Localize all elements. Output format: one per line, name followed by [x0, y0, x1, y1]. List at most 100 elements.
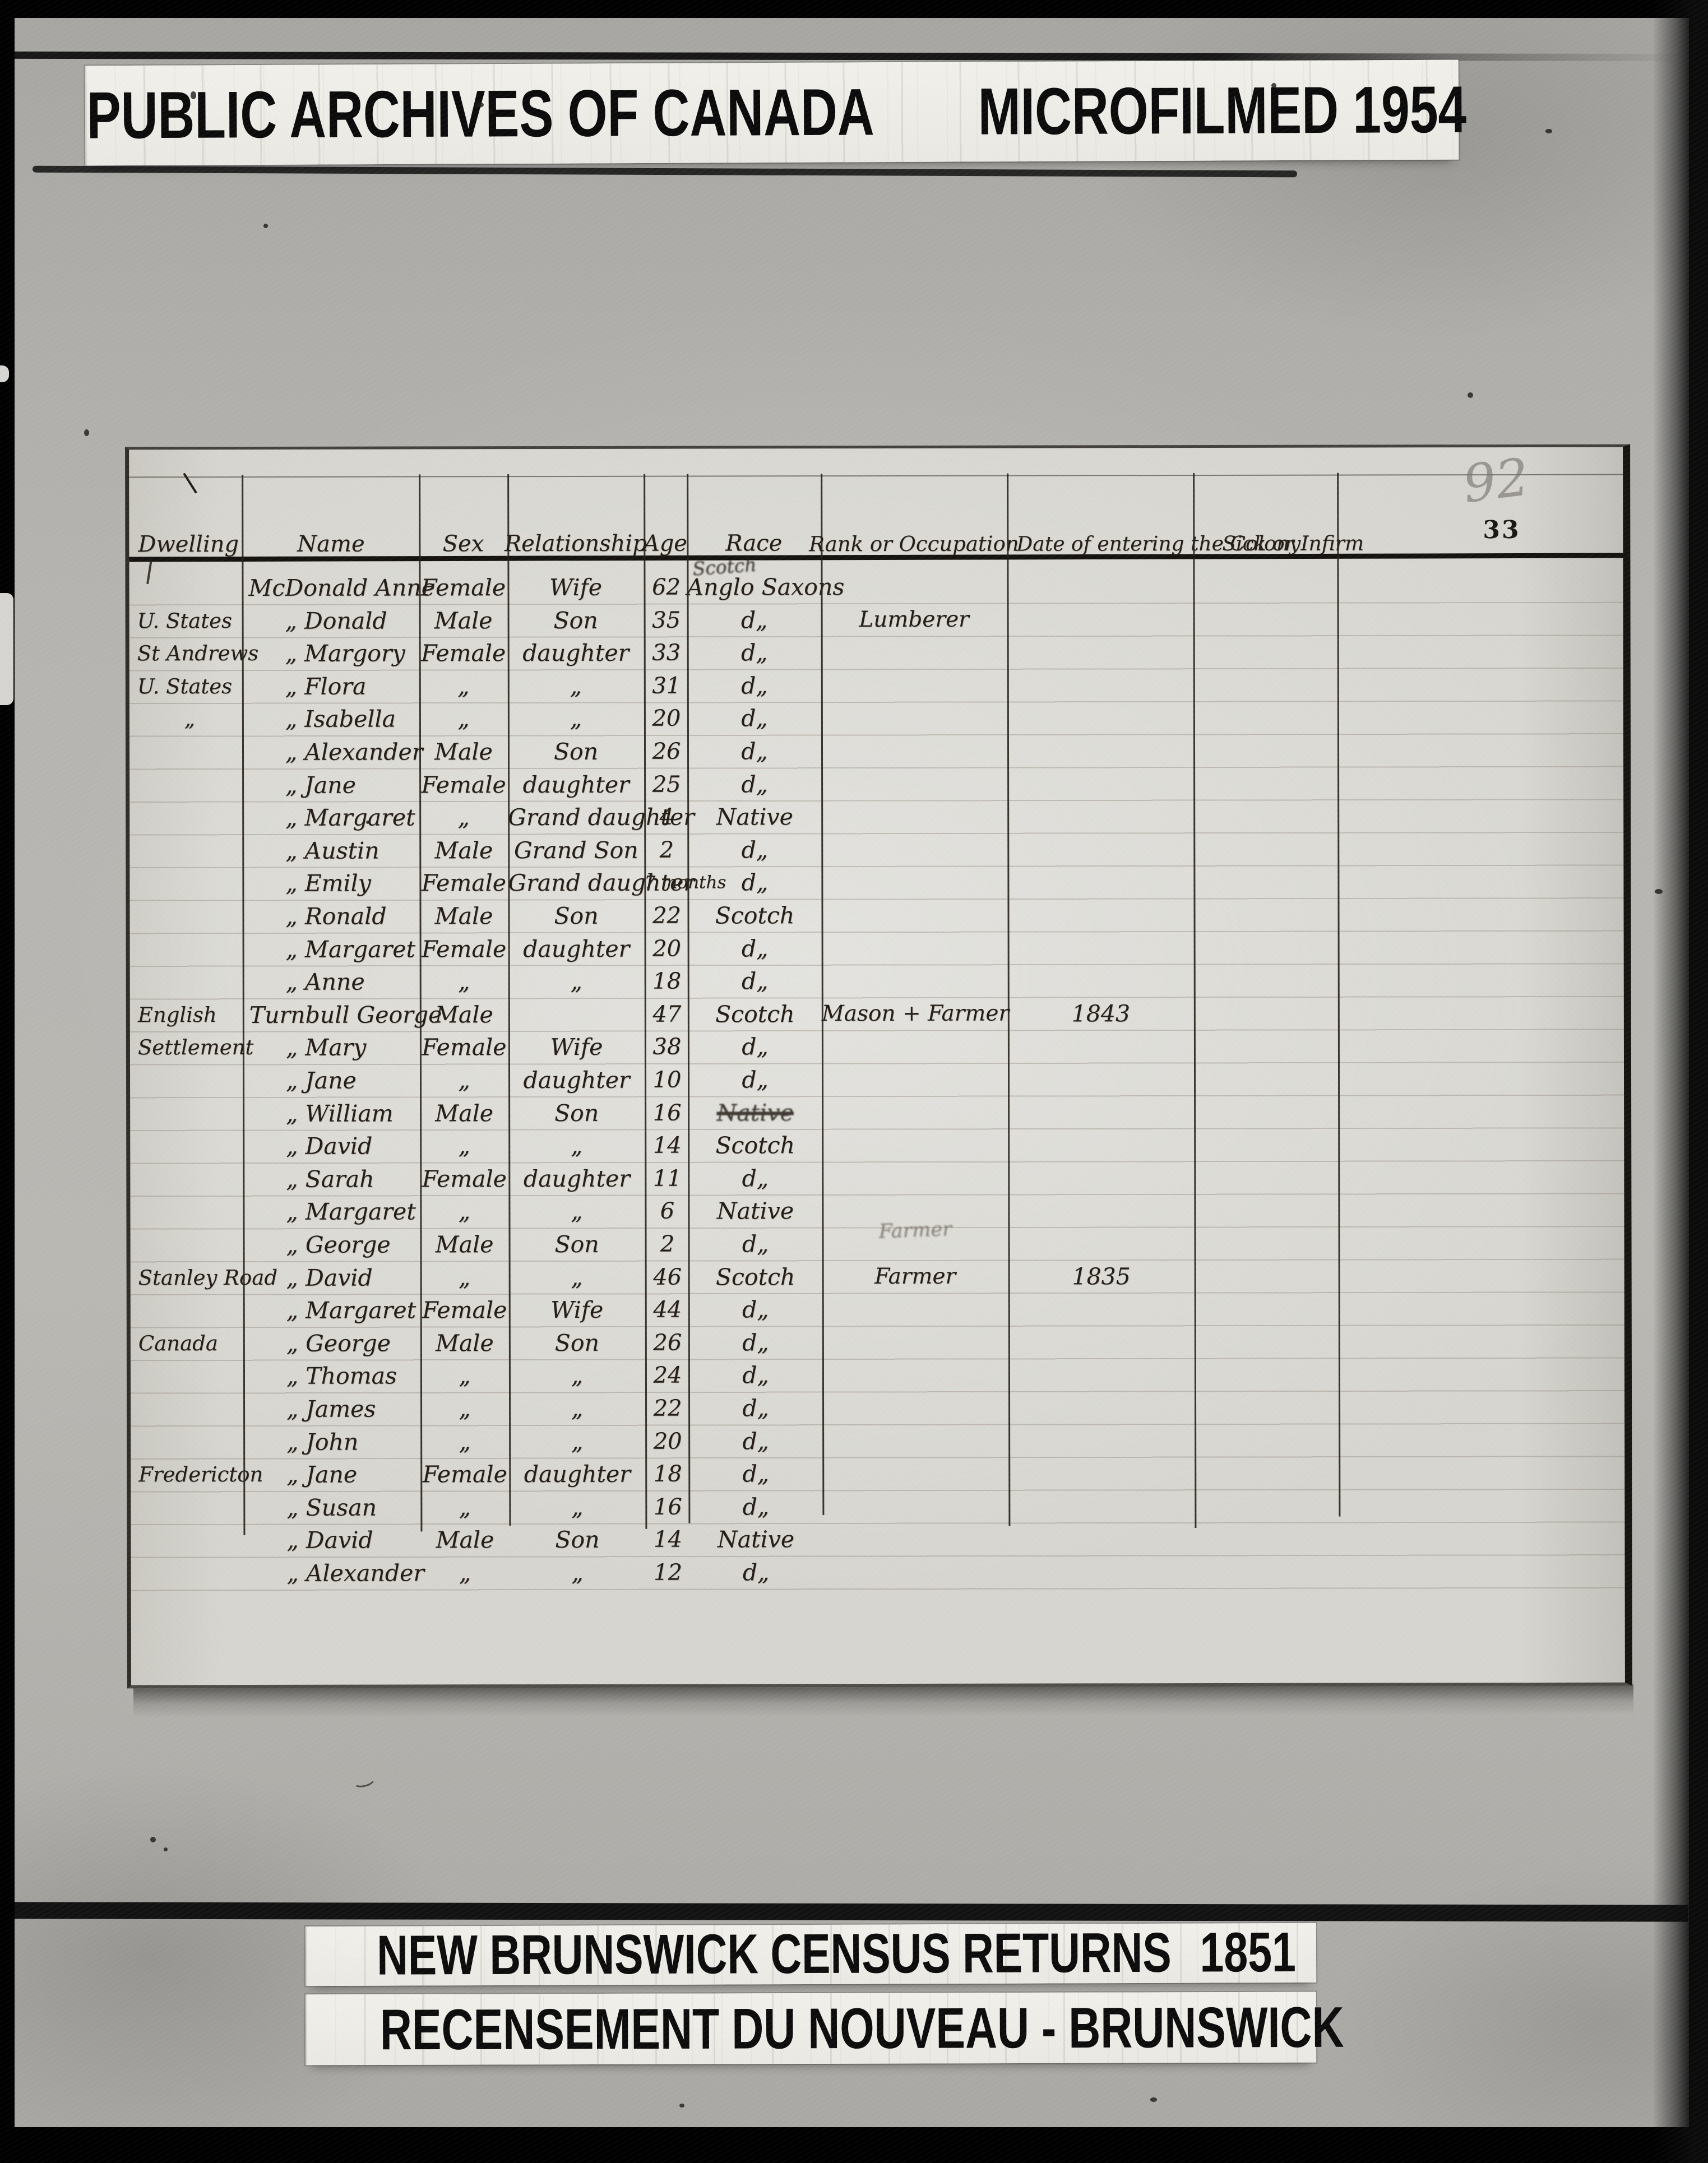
cell-name: „ David — [286, 1264, 373, 1291]
cell-sex: Male — [436, 1526, 494, 1554]
cell-age: 38 — [652, 1034, 682, 1060]
cell-dwelling: Settlement — [137, 1035, 254, 1060]
cell-sex: „ — [457, 804, 470, 831]
cell-race: d„ — [742, 1296, 769, 1323]
cell-name: „ Austin — [285, 837, 379, 864]
census-row: St Andrews „ Margory Female daughter 33 d„ — [129, 635, 1623, 668]
cell-race: d„ — [741, 967, 769, 995]
cell-name: „ William — [286, 1100, 394, 1127]
cell-relationship: Son — [553, 606, 598, 634]
cell-race: d„ — [742, 1427, 769, 1455]
cell-age: 7 months — [644, 872, 726, 893]
cell-age: 24 — [653, 1363, 682, 1389]
census-row: „ Susan „ „ 16 d„ — [131, 1489, 1624, 1521]
cell-sex: Female — [420, 574, 506, 601]
cell-race: Scotch — [715, 1263, 795, 1291]
cell-sex: Female — [422, 1165, 507, 1193]
cell-race: d„ — [742, 1329, 769, 1356]
cell-age: 2 — [660, 1231, 675, 1257]
census-page: Dwelling Name Sex Relationship Age Race … — [125, 444, 1632, 1689]
cell-relationship: Son — [554, 1099, 599, 1127]
archives-banner-text: PUBLIC ARCHIVES OF CANADA — [86, 75, 875, 153]
census-row: „ Alexander Male Son 26 d„ — [129, 734, 1623, 766]
cell-name: „ Margaret — [285, 935, 416, 963]
cell-sex: „ — [458, 1132, 470, 1160]
cell-sex: Male — [434, 902, 493, 930]
archives-banner: PUBLIC ARCHIVES OF CANADA MICROFILMED 19… — [85, 59, 1466, 166]
cell-occupation: Lumberer — [859, 606, 969, 632]
cell-sex: „ — [458, 1067, 470, 1094]
census-row: „ David Male Son 14 Native — [131, 1522, 1624, 1554]
cell-age: 18 — [653, 1461, 682, 1487]
dust-speck — [164, 1847, 168, 1851]
dust-speck — [1271, 83, 1276, 88]
cell-race: d„ — [740, 606, 768, 634]
cell-age: 20 — [652, 706, 681, 732]
dust-speck — [84, 429, 89, 436]
cell-relationship: „ — [571, 1263, 583, 1291]
cell-age: 25 — [652, 771, 681, 798]
census-row: „ Sarah Female daughter 11 d„ — [130, 1160, 1624, 1193]
cell-dwelling: Stanley Road — [138, 1265, 278, 1290]
cell-name: „ George — [286, 1330, 391, 1357]
census-returns-banner: NEW BRUNSWICK CENSUS RETURNS 1851 — [305, 1921, 1317, 1987]
cell-sex: „ — [458, 968, 470, 995]
census-row: „ Margaret Female Wife 44 d„ — [131, 1292, 1624, 1324]
cell-relationship: Wife — [550, 1034, 603, 1061]
census-row: „ John „ „ 20 d„ — [131, 1423, 1624, 1456]
cell-race: d„ — [741, 672, 768, 700]
cell-race: Anglo Saxons Scotch — [687, 553, 844, 600]
cell-age: 10 — [652, 1067, 682, 1093]
census-returns-text: NEW BRUNSWICK CENSUS RETURNS — [377, 1921, 1172, 1987]
dust-speck — [489, 110, 493, 114]
cell-relationship: „ — [571, 1362, 584, 1389]
cell-age: 16 — [653, 1494, 682, 1520]
cell-name: „ Margaret — [286, 1198, 416, 1226]
film-edge-blob — [0, 593, 13, 705]
cell-name: „ George — [286, 1231, 391, 1258]
cell-sex: Male — [434, 836, 493, 864]
cell-race: d„ — [741, 770, 768, 798]
census-row: „ Jane „ daughter 10 d„ — [130, 1062, 1624, 1094]
cell-race: d„ — [742, 1230, 769, 1258]
cell-age: 35 — [652, 607, 681, 633]
cell-dwelling: „ — [184, 707, 196, 731]
film-right-edge — [1653, 0, 1708, 2163]
cell-name: „ Alexander — [285, 738, 423, 766]
cell-name: „ Donald — [285, 607, 387, 634]
cell-race: d„ — [742, 1493, 770, 1521]
cell-name: „ Margory — [285, 640, 405, 668]
cell-relationship: Wife — [549, 573, 603, 601]
cell-dwelling: U. States — [137, 608, 232, 633]
cell-relationship: „ — [570, 705, 582, 733]
cell-relationship: Wife — [550, 1296, 604, 1324]
cell-name: „ Sarah — [286, 1165, 374, 1193]
cell-age: 47 — [652, 1001, 682, 1027]
cell-race: d„ — [742, 1559, 770, 1586]
cell-name: McDonald Anne — [248, 574, 435, 601]
cell-name: „ Thomas — [286, 1362, 397, 1390]
cell-age: 26 — [652, 738, 681, 765]
cell-relationship: daughter — [522, 771, 629, 798]
cell-sex: Male — [435, 1099, 494, 1127]
cell-sex: „ — [459, 1559, 471, 1587]
cell-race: d„ — [740, 639, 768, 666]
cell-race: d„ — [742, 1460, 770, 1488]
cell-age: 4 — [659, 804, 674, 830]
microfilmed-year-text: MICROFILMED 1954 — [978, 72, 1467, 149]
census-row: „ Anne „ „ 18 d„ — [130, 964, 1624, 996]
cell-occupation: Farmer — [874, 1263, 956, 1289]
cell-relationship: „ — [571, 1132, 583, 1160]
census-rows: McDonald Anne Female Wife 62 Anglo Saxons Sco… — [129, 447, 1625, 1685]
cell-name: „ Flora — [285, 673, 367, 700]
cell-date: 1835 — [1072, 1262, 1131, 1290]
cell-name: „ David — [286, 1526, 373, 1554]
cell-name: „ Mary — [285, 1034, 367, 1062]
census-row: „ Austin Male Grand Son 2 d„ — [129, 832, 1623, 864]
cell-sex: Male — [434, 606, 493, 634]
cell-race: d„ — [741, 869, 769, 896]
cell-relationship: „ — [570, 968, 582, 995]
cell-relationship: „ — [571, 1198, 583, 1225]
cell-race: Scotch — [715, 902, 795, 929]
dust-speck — [1468, 392, 1473, 398]
